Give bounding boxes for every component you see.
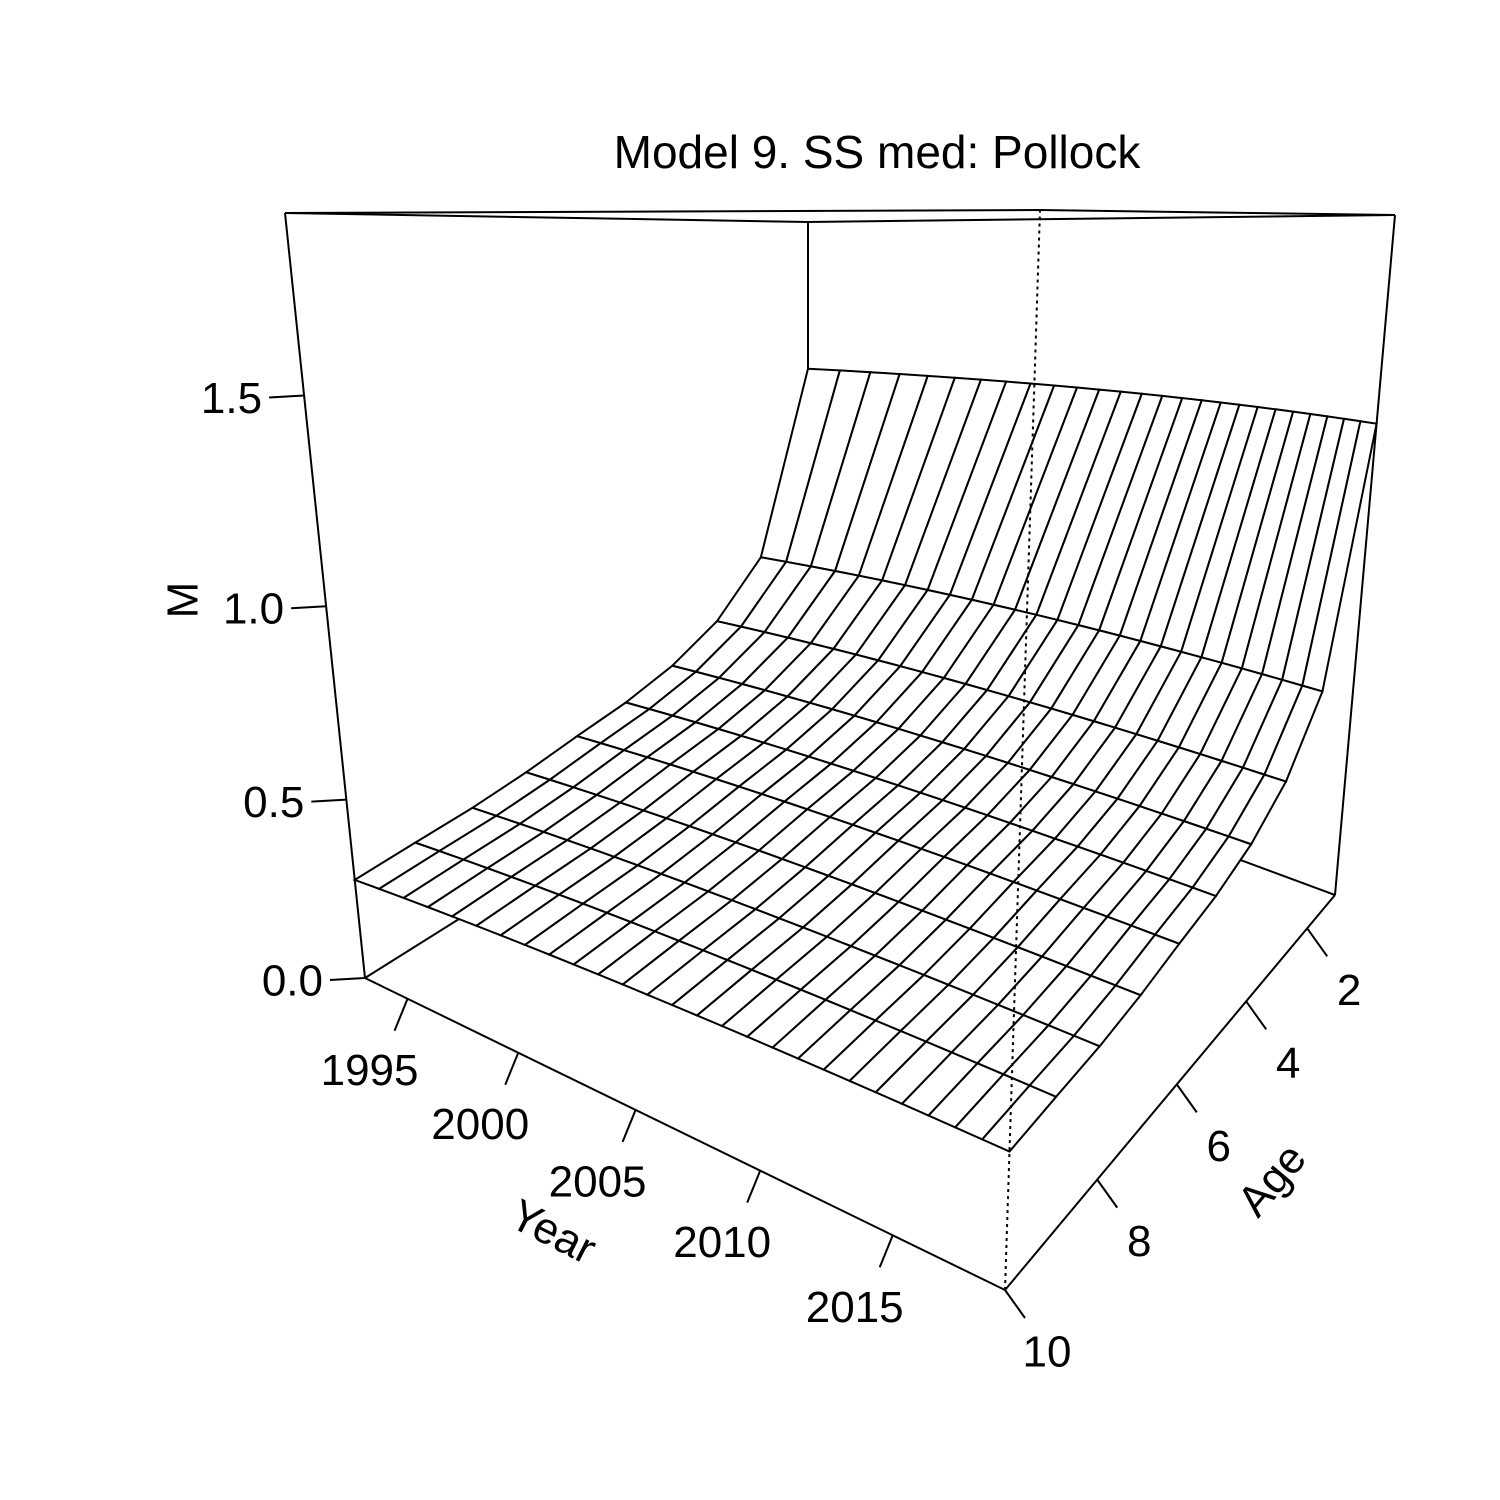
x-tick bbox=[878, 1234, 894, 1268]
box-edge bbox=[1039, 209, 1396, 216]
y-tick-label: 6 bbox=[1207, 1122, 1231, 1171]
x-tick bbox=[746, 1170, 762, 1204]
box-edge bbox=[284, 209, 1041, 214]
x-tick-label: 2000 bbox=[431, 1100, 529, 1149]
y-tick-label: 8 bbox=[1127, 1217, 1151, 1266]
chart-title: Model 9. SS med: Pollock bbox=[614, 126, 1142, 178]
y-tick bbox=[1175, 1083, 1198, 1113]
y-tick bbox=[1096, 1179, 1119, 1209]
x-tick bbox=[504, 1052, 520, 1086]
z-tick-label: 1.0 bbox=[223, 585, 284, 634]
box-edge bbox=[1334, 214, 1396, 896]
x-tick-label: 2015 bbox=[806, 1283, 904, 1332]
box-edge bbox=[364, 977, 1006, 1291]
x-tick bbox=[621, 1109, 637, 1143]
z-tick bbox=[269, 394, 305, 399]
z-tick-label: 0.0 bbox=[262, 957, 323, 1006]
x-tick-label: 2005 bbox=[549, 1157, 647, 1206]
z-tick bbox=[291, 605, 327, 610]
box-edge bbox=[284, 212, 366, 979]
y-tick-label: 2 bbox=[1337, 966, 1361, 1015]
z-axis-label: M bbox=[159, 582, 208, 619]
x-tick bbox=[393, 998, 409, 1032]
y-axis-label: Age bbox=[1228, 1134, 1316, 1225]
box-edge bbox=[1004, 894, 1336, 1291]
surface-facet bbox=[980, 1084, 1058, 1153]
z-tick bbox=[311, 798, 347, 803]
y-tick bbox=[1004, 1289, 1026, 1319]
z-tick-label: 1.5 bbox=[201, 374, 262, 423]
z-tick bbox=[329, 977, 366, 981]
box-edge bbox=[284, 212, 809, 223]
y-tick-label: 4 bbox=[1276, 1039, 1300, 1088]
x-tick-label: 2010 bbox=[673, 1218, 771, 1267]
box-edge-dotted bbox=[1004, 209, 1041, 1291]
box-edge bbox=[807, 214, 1396, 223]
y-tick bbox=[1245, 1000, 1267, 1030]
y-tick bbox=[1306, 927, 1328, 957]
y-tick-label: 10 bbox=[1023, 1328, 1072, 1377]
x-tick-label: 1995 bbox=[321, 1046, 419, 1095]
z-tick-label: 0.5 bbox=[243, 778, 304, 827]
